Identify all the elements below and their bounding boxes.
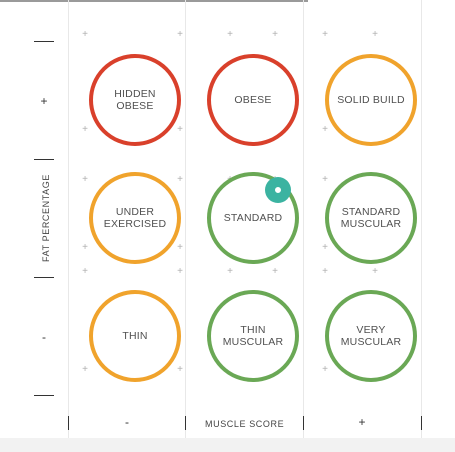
footer-band — [0, 438, 455, 452]
grid-line — [185, 0, 186, 438]
plus-marker: + — [82, 124, 88, 135]
plus-marker: + — [177, 29, 183, 40]
x-axis-tick — [303, 416, 304, 430]
cell-thin-muscular[interactable]: THIN MUSCULAR — [207, 290, 299, 382]
y-axis-label: FAT PERCENTAGE — [41, 174, 51, 262]
y-axis-tick — [34, 159, 54, 160]
cell-label: THIN MUSCULAR — [222, 324, 284, 348]
plus-marker: + — [82, 29, 88, 40]
cell-label: OBESE — [234, 94, 272, 106]
cell-label: STANDARD — [223, 212, 283, 224]
cell-label: VERY MUSCULAR — [340, 324, 402, 348]
cell-very-muscular[interactable]: VERY MUSCULAR — [325, 290, 417, 382]
x-axis-tick — [421, 416, 422, 430]
plus-marker: + — [272, 29, 278, 40]
cell-thin[interactable]: THIN — [89, 290, 181, 382]
plus-marker: + — [177, 124, 183, 135]
x-axis-label: MUSCLE SCORE — [205, 419, 285, 429]
x-axis-minus: - — [125, 415, 129, 429]
cell-under-exercised[interactable]: UNDER EXERCISED — [89, 172, 181, 264]
cell-obese[interactable]: OBESE — [207, 54, 299, 146]
plus-marker: + — [322, 174, 328, 185]
y-axis-tick — [34, 41, 54, 42]
y-axis-tick — [34, 277, 54, 278]
plus-marker: + — [372, 29, 378, 40]
cell-standard[interactable]: STANDARD — [207, 172, 299, 264]
plus-marker: + — [177, 174, 183, 185]
top-divider — [0, 0, 308, 2]
plus-marker: + — [82, 242, 88, 253]
plus-marker: + — [82, 174, 88, 185]
plus-marker: + — [322, 29, 328, 40]
y-axis-tick — [34, 395, 54, 396]
plus-marker: + — [177, 242, 183, 253]
grid-line — [421, 0, 422, 438]
cell-label: THIN — [122, 330, 148, 342]
y-axis-plus: + — [40, 94, 48, 108]
grid-line — [303, 0, 304, 438]
cell-label: STANDARD MUSCULAR — [340, 206, 402, 230]
cell-standard-muscular[interactable]: STANDARD MUSCULAR — [325, 172, 417, 264]
current-result-marker — [265, 177, 291, 203]
plus-marker: + — [82, 266, 88, 277]
plus-marker: + — [227, 266, 233, 277]
x-axis-plus: + — [358, 415, 366, 429]
plus-marker: + — [322, 266, 328, 277]
cell-label: UNDER EXERCISED — [103, 206, 167, 230]
cell-solid-build[interactable]: SOLID BUILD — [325, 54, 417, 146]
plus-marker: + — [82, 364, 88, 375]
x-axis-tick — [68, 416, 69, 430]
cell-label: HIDDEN OBESE — [114, 88, 156, 112]
plus-marker: + — [372, 266, 378, 277]
plus-marker: + — [177, 266, 183, 277]
plus-marker: + — [272, 266, 278, 277]
y-axis-minus: - — [42, 330, 46, 344]
plus-marker: + — [322, 124, 328, 135]
plus-marker: + — [322, 364, 328, 375]
x-axis-tick — [185, 416, 186, 430]
plus-marker: + — [227, 29, 233, 40]
plus-marker: + — [177, 364, 183, 375]
cell-label: SOLID BUILD — [337, 94, 405, 106]
cell-hidden-obese[interactable]: HIDDEN OBESE — [89, 54, 181, 146]
grid-line — [68, 0, 69, 438]
plus-marker: + — [322, 242, 328, 253]
